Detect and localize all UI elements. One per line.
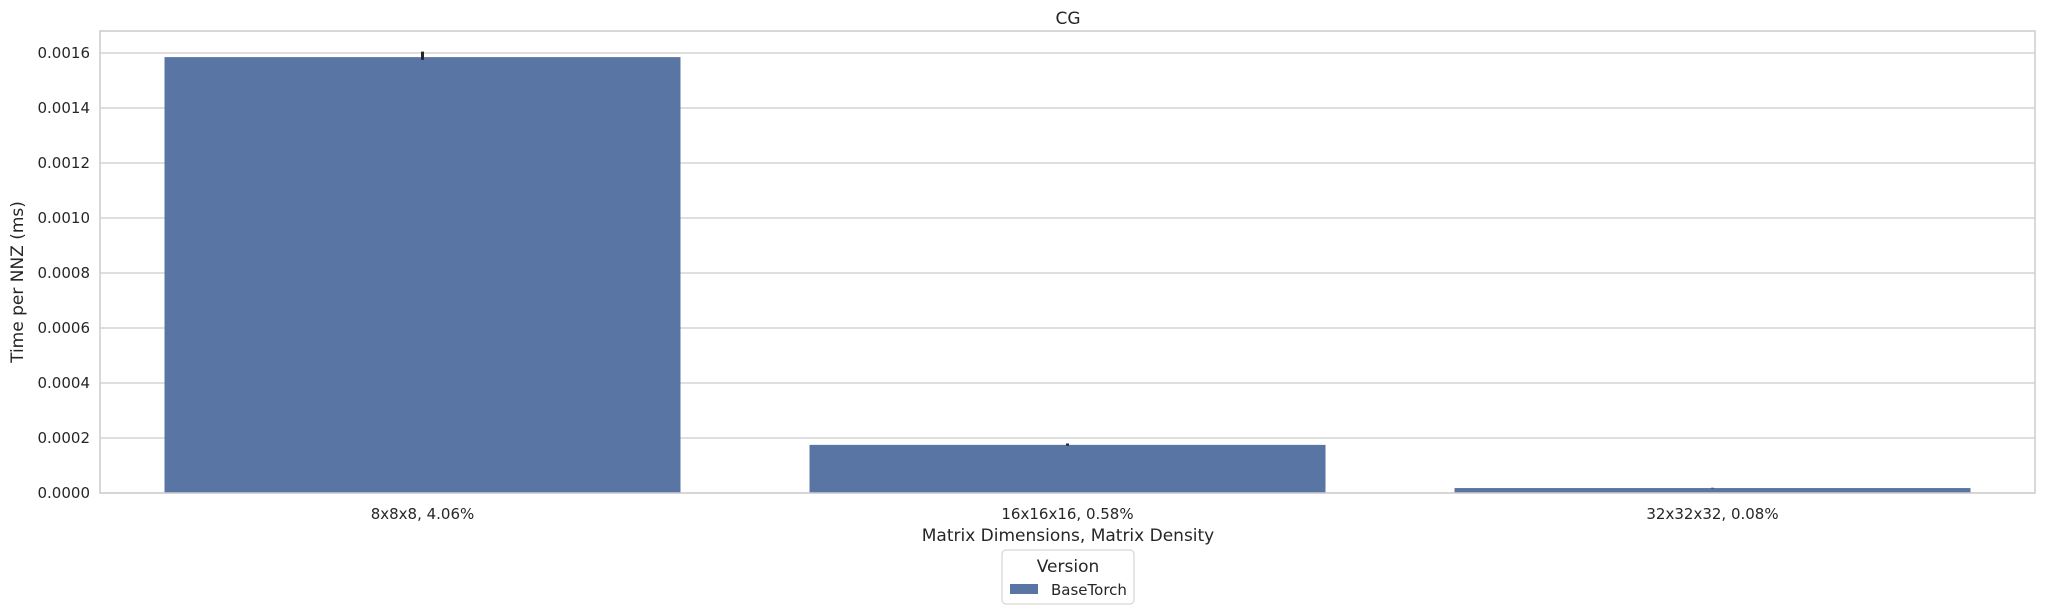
y-tick-label: 0.0000 bbox=[38, 484, 91, 502]
x-tick-label: 8x8x8, 4.06% bbox=[371, 505, 475, 523]
y-tick-label: 0.0014 bbox=[38, 99, 91, 117]
legend-title: Version bbox=[1037, 557, 1100, 577]
bar-1 bbox=[164, 57, 681, 493]
x-axis-label: Matrix Dimensions, Matrix Density bbox=[922, 526, 1215, 546]
y-tick-label: 0.0006 bbox=[38, 319, 91, 337]
error-bars-layer bbox=[421, 51, 1714, 489]
plot-frame bbox=[99, 30, 2036, 494]
y-tick-label: 0.0016 bbox=[38, 44, 91, 62]
y-tick-label: 0.0002 bbox=[38, 429, 91, 447]
y-tick-label: 0.0004 bbox=[38, 374, 91, 392]
legend: Version BaseTorch bbox=[1001, 549, 1135, 605]
bar-3 bbox=[1454, 488, 1971, 493]
y-tick-label: 0.0010 bbox=[38, 209, 91, 227]
x-tick-label: 16x16x16, 0.58% bbox=[1001, 505, 1133, 523]
legend-entry-basetorch: BaseTorch bbox=[1051, 581, 1127, 599]
y-tick-labels: 0.0000 0.0002 0.0004 0.0006 0.0008 0.0010 0.00… bbox=[38, 44, 91, 502]
legend-swatch-basetorch bbox=[1010, 584, 1038, 594]
x-tick-label: 32x32x32, 0.08% bbox=[1646, 505, 1778, 523]
bars-layer bbox=[164, 57, 1971, 493]
y-axis-label: Time per NNZ (ms) bbox=[8, 201, 28, 364]
chart-title: CG bbox=[1055, 9, 1080, 29]
x-tick-labels: 8x8x8, 4.06% 16x16x16, 0.58% 32x32x32, 0.0… bbox=[371, 505, 1779, 523]
y-tick-label: 0.0008 bbox=[38, 264, 91, 282]
y-tick-label: 0.0012 bbox=[38, 154, 91, 172]
bar-2 bbox=[809, 444, 1326, 493]
